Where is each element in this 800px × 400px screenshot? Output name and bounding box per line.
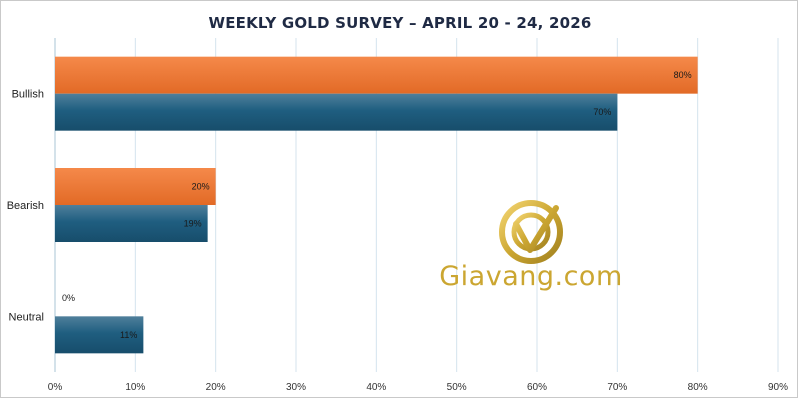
x-tick-label: 40%: [366, 382, 386, 393]
x-tick-label: 20%: [206, 382, 226, 393]
category-label: Bullish: [12, 89, 44, 101]
bar: [55, 205, 208, 242]
category-label: Bearish: [7, 200, 44, 212]
x-tick-label: 50%: [447, 382, 467, 393]
x-tick-label: 90%: [768, 382, 788, 393]
logo-text: Giavang.com: [439, 261, 623, 292]
x-tick-label: 70%: [607, 382, 627, 393]
x-tick-label: 10%: [125, 382, 145, 393]
data-label: 11%: [120, 330, 137, 340]
x-tick-label: 80%: [688, 382, 708, 393]
x-tick-label: 30%: [286, 382, 306, 393]
data-label: 20%: [192, 182, 210, 192]
bar: [55, 168, 216, 205]
bar: [55, 56, 698, 94]
chart-title: WEEKLY GOLD SURVEY – APRIL 20 - 24, 2026: [208, 14, 592, 32]
bars: [55, 56, 698, 354]
bar: [55, 316, 144, 354]
data-label: 19%: [184, 219, 202, 229]
bar: [55, 93, 618, 131]
logo-check-icon: [513, 205, 559, 253]
data-label: 0%: [62, 293, 75, 303]
data-label: 80%: [674, 70, 692, 80]
x-tick-label: 0%: [48, 382, 63, 393]
x-tick-label: 60%: [527, 382, 547, 393]
giavang-logo: Giavang.com: [439, 200, 623, 292]
logo-ring-icon: [499, 200, 563, 264]
labels: 0% 10% 20% 30% 40% 50% 60% 70% 80% 90% Bullish 80% 7…: [7, 70, 788, 393]
data-label: 70%: [593, 107, 611, 117]
category-label: Neutral: [9, 311, 44, 323]
